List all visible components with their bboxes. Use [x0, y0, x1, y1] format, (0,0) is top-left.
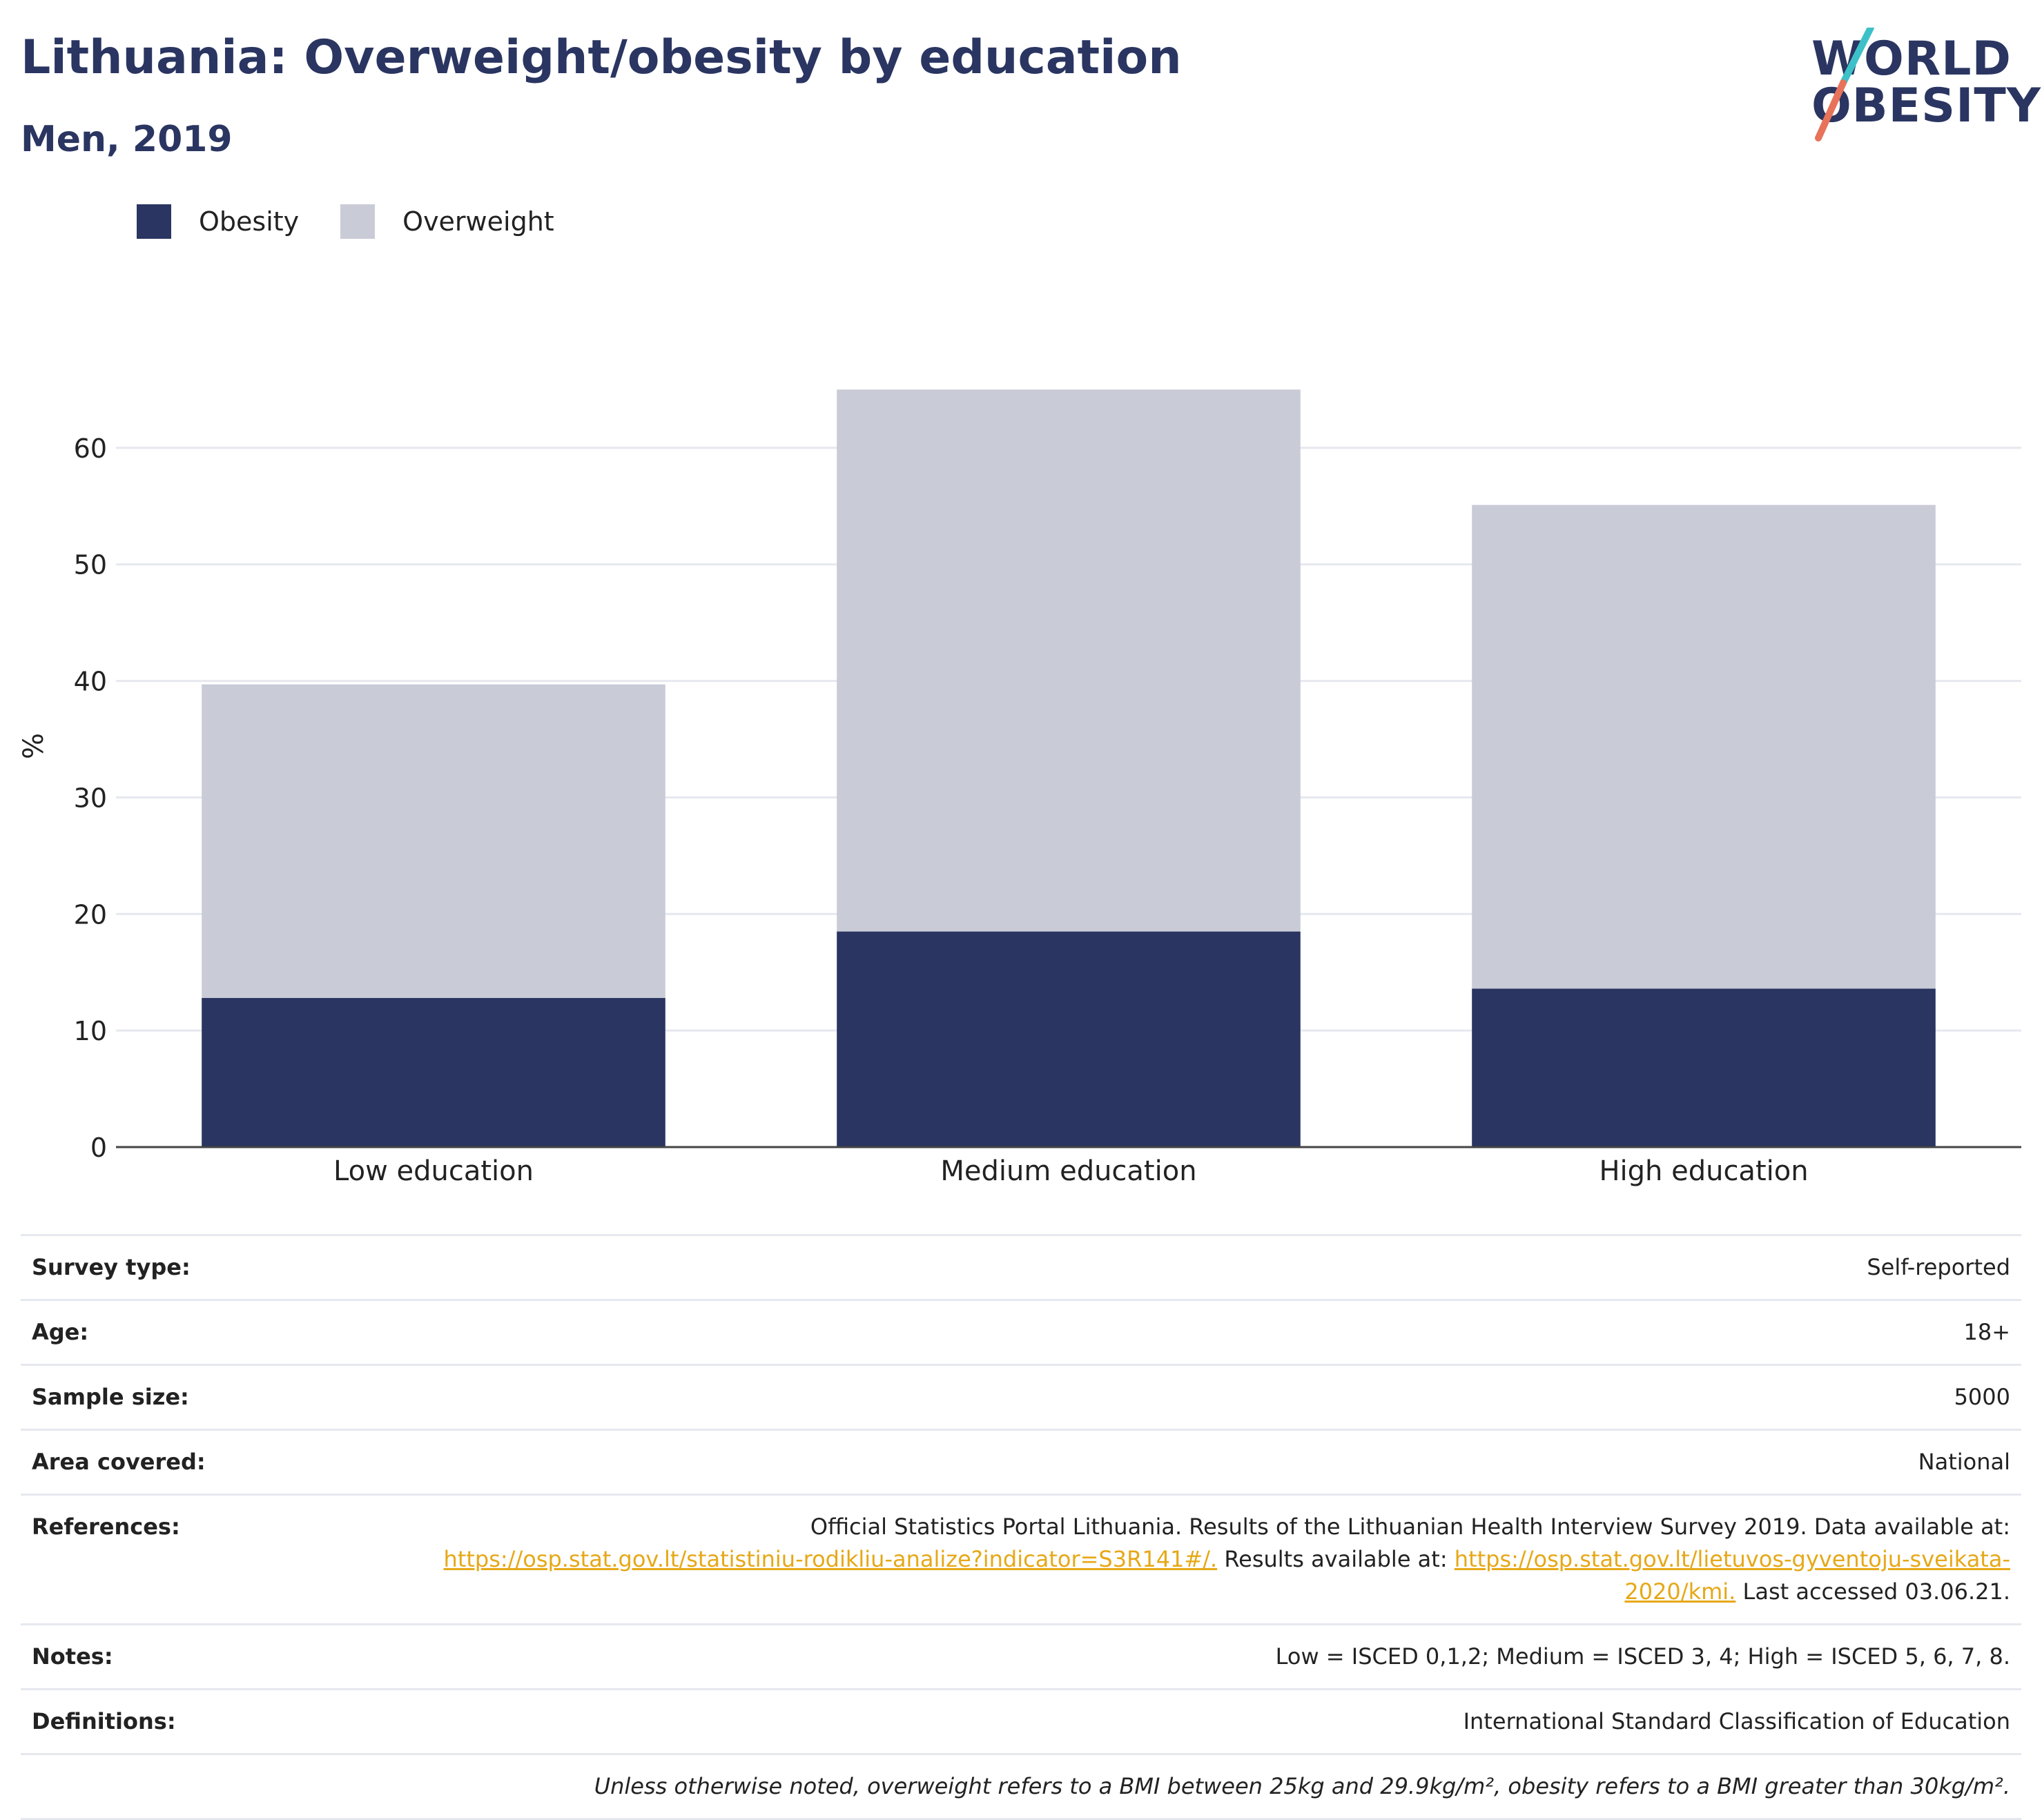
reference-link-data[interactable]: https://osp.stat.gov.lt/statistiniu-rodi…: [443, 1546, 1218, 1572]
reference-text: Results available at:: [1217, 1546, 1455, 1572]
legend-swatch-overweight: [340, 204, 376, 239]
x-tick-label: High education: [1599, 1155, 1808, 1187]
chart-legend: Obesity Overweight: [137, 204, 596, 239]
legend-item-overweight[interactable]: Overweight: [340, 204, 554, 239]
meta-value: 5000: [1954, 1384, 2010, 1410]
y-tick-label: 10: [74, 1016, 107, 1046]
meta-row-references: References: Official Statistics Portal L…: [21, 1494, 2021, 1623]
meta-row-notes: Notes: Low = ISCED 0,1,2; Medium = ISCED…: [21, 1623, 2021, 1688]
meta-key: Sample size:: [32, 1384, 189, 1410]
bar-overweight-3[interactable]: [1472, 505, 1936, 989]
meta-key: References:: [32, 1514, 180, 1540]
meta-row-age: Age: 18+: [21, 1299, 2021, 1364]
meta-row-definitions: Definitions: International Standard Clas…: [21, 1688, 2021, 1753]
reference-text: Last accessed 03.06.21.: [1735, 1578, 2011, 1605]
meta-key: Age:: [32, 1319, 89, 1345]
meta-row-survey-type: Survey type: Self-reported: [21, 1234, 2021, 1299]
bar-overweight-1[interactable]: [202, 684, 665, 998]
world-obesity-logo: WORLD OBESITY: [1795, 28, 2041, 152]
logo-slash-icon: [1815, 28, 1874, 141]
y-tick-label: 0: [90, 1133, 107, 1163]
legend-label-overweight: Overweight: [402, 206, 554, 237]
metadata-table: Survey type: Self-reported Age: 18+ Samp…: [21, 1234, 2021, 1820]
legend-item-obesity[interactable]: Obesity: [137, 204, 299, 239]
meta-value: International Standard Classification of…: [1463, 1708, 2010, 1734]
legend-swatch-obesity: [137, 204, 171, 239]
meta-key: Notes:: [32, 1643, 113, 1670]
meta-value: Self-reported: [1867, 1254, 2010, 1280]
footnote: Unless otherwise noted, overweight refer…: [594, 1773, 2010, 1799]
x-tick-label: Medium education: [940, 1155, 1196, 1187]
bar-obesity-3[interactable]: [1472, 988, 1936, 1147]
meta-value: 18+: [1963, 1319, 2010, 1345]
reference-text: Official Statistics Portal Lithuania. Re…: [810, 1514, 2010, 1540]
y-tick-labels: 0 10 20 30 40 50 60: [74, 433, 107, 1163]
x-tick-label: Low education: [333, 1155, 534, 1187]
y-tick-label: 40: [74, 667, 107, 697]
meta-key: Definitions:: [32, 1708, 176, 1734]
y-tick-label: 20: [74, 899, 107, 930]
meta-key: Area covered:: [32, 1449, 206, 1475]
chart-subtitle: Men, 2019: [21, 119, 233, 160]
y-axis-label: %: [18, 733, 50, 759]
meta-value: Official Statistics Portal Lithuania. Re…: [377, 1511, 2010, 1608]
bar-obesity-1[interactable]: [202, 997, 665, 1147]
x-tick-labels: Low education Medium education High educat…: [333, 1155, 1809, 1187]
bars: [202, 389, 1936, 1147]
y-tick-label: 50: [74, 550, 107, 580]
legend-label-obesity: Obesity: [199, 206, 300, 237]
chart-title: Lithuania: Overweight/obesity by educati…: [21, 30, 1182, 85]
bar-obesity-2[interactable]: [837, 931, 1301, 1147]
meta-value: Low = ISCED 0,1,2; Medium = ISCED 3, 4; …: [1275, 1643, 2010, 1670]
y-tick-label: 60: [74, 433, 107, 464]
logo-line-2: OBESITY: [1811, 79, 2041, 133]
meta-key: Survey type:: [32, 1254, 191, 1280]
bar-overweight-2[interactable]: [837, 389, 1301, 932]
meta-row-footnote: Unless otherwise noted, overweight refer…: [21, 1753, 2021, 1820]
reference-link-results[interactable]: https://osp.stat.gov.lt/lietuvos-gyvento…: [1454, 1546, 2010, 1605]
meta-row-sample-size: Sample size: 5000: [21, 1364, 2021, 1429]
meta-row-area: Area covered: National: [21, 1429, 2021, 1494]
y-tick-label: 30: [74, 783, 107, 813]
meta-value: National: [1918, 1449, 2010, 1475]
bar-chart: 0 10 20 30 40 50 60 Low education Medium educat…: [18, 389, 2021, 1187]
